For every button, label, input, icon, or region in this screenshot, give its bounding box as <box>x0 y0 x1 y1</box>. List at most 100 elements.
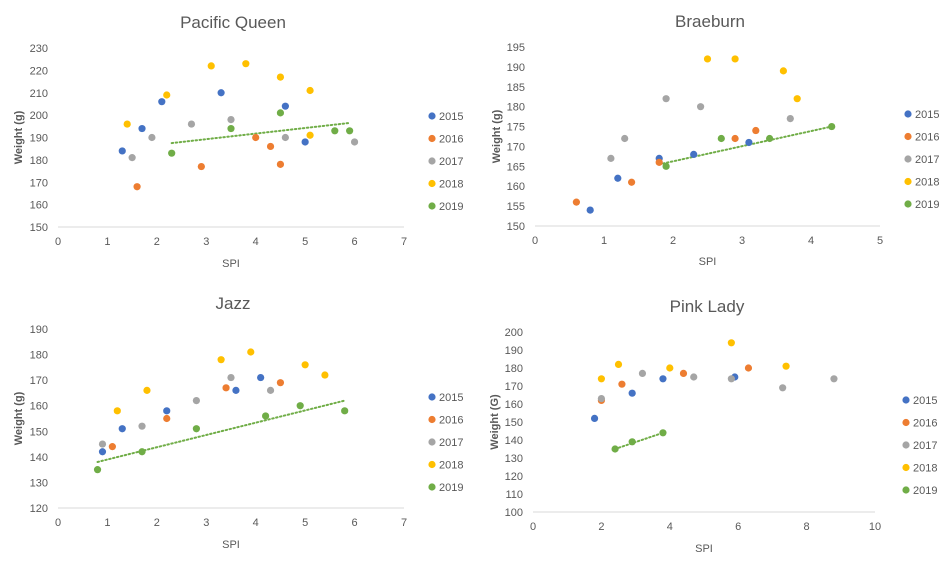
point-2017 <box>607 154 615 162</box>
point-2018 <box>614 360 623 368</box>
y-tick-label: 230 <box>30 43 48 55</box>
x-tick-label: 8 <box>804 521 810 533</box>
y-tick-label: 150 <box>505 417 523 429</box>
point-2017 <box>779 384 787 392</box>
y-tick-label: 140 <box>505 435 523 447</box>
y-tick-label: 200 <box>30 110 48 122</box>
y-tick-label: 170 <box>30 375 48 387</box>
y-tick-label: 100 <box>505 507 523 519</box>
x-tick-label: 2 <box>154 236 160 248</box>
y-tick-label: 150 <box>30 426 48 438</box>
point-2018 <box>782 362 790 370</box>
point-2017 <box>98 440 107 448</box>
y-tick-label: 190 <box>30 324 48 336</box>
point-2017 <box>281 133 289 142</box>
x-tick-label: 0 <box>530 521 536 533</box>
y-axis-title: Weight (g) <box>13 391 25 445</box>
legend: 2015 2016 2017 2018 2019 <box>428 392 463 494</box>
chart-pacific-queen: Pacific Queen150160170180190200210220230… <box>13 13 463 270</box>
point-2018 <box>731 55 739 63</box>
point-2019 <box>296 402 304 410</box>
legend-marker-2017 <box>902 441 910 449</box>
x-tick-label: 1 <box>104 517 110 529</box>
point-2018 <box>793 95 801 103</box>
y-axis-title: Weight (G) <box>489 394 501 450</box>
y-tick-label: 160 <box>507 181 525 193</box>
legend: 2015 2016 2017 2018 2019 <box>904 109 939 211</box>
point-2019 <box>227 124 235 133</box>
point-2017 <box>697 103 705 111</box>
y-tick-label: 190 <box>30 133 48 145</box>
point-2018 <box>242 60 250 68</box>
y-tick-label: 155 <box>507 201 525 213</box>
y-tick-label: 160 <box>30 200 48 212</box>
y-tick-label: 180 <box>505 363 523 375</box>
chart-title: Pink Lady <box>670 297 745 316</box>
point-2015 <box>590 414 599 422</box>
point-2019 <box>192 425 200 433</box>
legend-marker-2016 <box>428 134 436 143</box>
point-2017 <box>128 154 136 162</box>
y-tick-label: 200 <box>505 327 523 339</box>
x-tick-label: 6 <box>352 517 358 529</box>
point-2016 <box>752 126 760 135</box>
point-2015 <box>586 206 594 214</box>
point-2015 <box>118 147 126 155</box>
point-2018 <box>123 120 131 128</box>
x-tick-label: 2 <box>670 235 676 247</box>
x-axis-title: SPI <box>222 258 240 270</box>
y-tick-label: 120 <box>30 503 48 515</box>
y-tick-label: 140 <box>30 452 48 464</box>
legend: 2015 2016 2017 2018 2019 <box>428 111 463 213</box>
legend-label-2015: 2015 <box>913 395 937 407</box>
point-2015 <box>690 150 698 158</box>
legend-label-2015: 2015 <box>439 111 463 123</box>
point-2018 <box>779 67 788 75</box>
legend-label-2017: 2017 <box>439 437 463 449</box>
point-2019 <box>138 448 146 456</box>
point-2017 <box>350 138 359 146</box>
point-2016 <box>572 198 581 206</box>
x-tick-label: 1 <box>601 235 607 247</box>
x-tick-label: 1 <box>104 236 110 248</box>
point-2015 <box>301 138 309 146</box>
x-tick-label: 6 <box>735 521 741 533</box>
y-tick-label: 175 <box>507 122 525 134</box>
point-2017 <box>266 386 275 394</box>
legend-marker-2015 <box>902 396 910 404</box>
point-2019 <box>262 412 270 420</box>
point-2017 <box>662 95 670 103</box>
legend-marker-2018 <box>428 460 436 469</box>
legend-label-2017: 2017 <box>439 156 463 168</box>
legend-label-2015: 2015 <box>915 109 939 121</box>
point-2017 <box>192 397 200 405</box>
x-axis-title: SPI <box>695 543 713 555</box>
legend-marker-2018 <box>904 177 912 186</box>
x-axis-title: SPI <box>222 539 240 551</box>
point-2018 <box>163 91 171 99</box>
point-2017 <box>227 373 235 382</box>
point-2017 <box>786 115 794 123</box>
y-tick-label: 170 <box>30 177 48 189</box>
point-2018 <box>113 407 121 415</box>
x-tick-label: 0 <box>532 235 538 247</box>
x-tick-label: 3 <box>739 235 745 247</box>
point-2019 <box>168 149 176 157</box>
y-tick-label: 120 <box>505 471 523 483</box>
point-2016 <box>744 364 753 372</box>
point-2016 <box>266 142 275 151</box>
y-tick-label: 160 <box>505 399 523 411</box>
point-2019 <box>628 438 636 446</box>
y-tick-label: 180 <box>30 155 48 167</box>
point-2017 <box>690 373 698 381</box>
legend-marker-2017 <box>904 155 912 163</box>
y-axis-title: Weight (g) <box>13 110 25 164</box>
chart-title: Pacific Queen <box>180 13 286 32</box>
point-2015 <box>614 174 622 182</box>
x-tick-label: 5 <box>877 235 883 247</box>
x-tick-label: 0 <box>55 236 61 248</box>
legend-label-2018: 2018 <box>915 177 939 189</box>
chart-title: Braeburn <box>675 12 745 31</box>
point-2015 <box>628 389 636 397</box>
x-tick-label: 4 <box>808 235 814 247</box>
